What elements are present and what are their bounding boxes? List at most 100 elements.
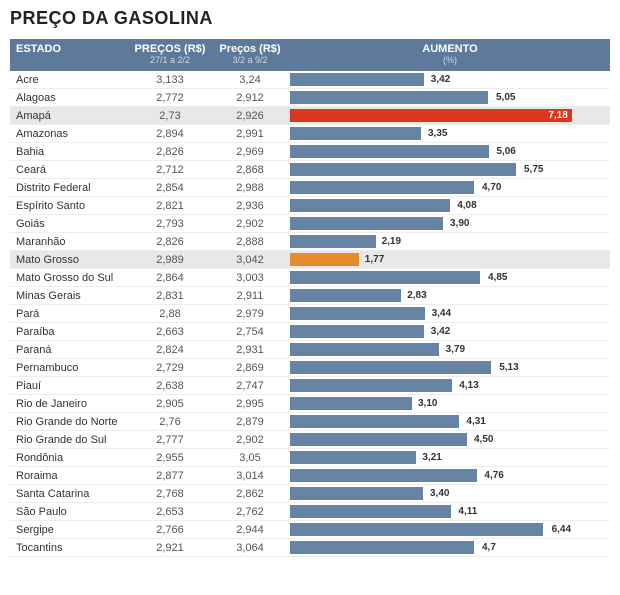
table-row: Alagoas2,7722,9125,05	[10, 89, 610, 107]
table-row: Rio Grande do Norte2,762,8794,31	[10, 413, 610, 431]
bar-label: 4,08	[457, 199, 476, 212]
cell-aumento: 3,44	[290, 307, 610, 321]
cell-preco2: 3,064	[210, 538, 290, 558]
cell-estado: Maranhão	[10, 232, 130, 252]
bar-label: 3,79	[446, 343, 465, 356]
cell-aumento: 4,85	[290, 271, 610, 285]
bar-label: 5,75	[524, 163, 543, 176]
bar-label: 4,11	[458, 505, 477, 518]
cell-preco1: 2,826	[130, 142, 210, 162]
cell-aumento: 2,83	[290, 289, 610, 303]
cell-aumento: 5,06	[290, 145, 610, 159]
table-row: Paraíba2,6632,7543,42	[10, 323, 610, 341]
header-estado: ESTADO	[10, 39, 130, 59]
cell-preco1: 2,777	[130, 430, 210, 450]
cell-estado: Minas Gerais	[10, 286, 130, 306]
bar	[290, 217, 443, 230]
cell-aumento: 3,42	[290, 325, 610, 339]
table-row: Roraima2,8773,0144,76	[10, 467, 610, 485]
header-aumento-label: AUMENTO	[422, 43, 477, 55]
cell-preco1: 2,989	[130, 250, 210, 270]
cell-aumento: 7,18	[290, 109, 610, 123]
cell-preco2: 3,003	[210, 268, 290, 288]
table-row: Mato Grosso do Sul2,8643,0034,85	[10, 269, 610, 287]
cell-preco1: 2,729	[130, 358, 210, 378]
header-preco1-sub: 27/1 a 2/2	[132, 55, 208, 65]
table-row: Sergipe2,7662,9446,44	[10, 521, 610, 539]
cell-preco2: 2,888	[210, 232, 290, 252]
table-row: Maranhão2,8262,8882,19	[10, 233, 610, 251]
header-estado-label: ESTADO	[16, 43, 61, 55]
cell-preco1: 2,653	[130, 502, 210, 522]
cell-preco1: 2,894	[130, 124, 210, 144]
bar	[290, 415, 459, 428]
cell-preco2: 2,944	[210, 520, 290, 540]
bar	[290, 433, 467, 446]
bar	[290, 379, 452, 392]
cell-preco1: 2,905	[130, 394, 210, 414]
bar-label: 3,42	[431, 73, 450, 86]
cell-preco2: 2,936	[210, 196, 290, 216]
bar	[290, 181, 474, 194]
cell-preco2: 2,747	[210, 376, 290, 396]
bar	[290, 235, 376, 248]
cell-estado: Ceará	[10, 160, 130, 180]
cell-preco1: 2,854	[130, 178, 210, 198]
bar	[290, 523, 543, 536]
cell-preco1: 2,772	[130, 88, 210, 108]
header-preco2-label: Preços (R$)	[219, 43, 280, 55]
table-row: Distrito Federal2,8542,9884,70	[10, 179, 610, 197]
table-row: Bahia2,8262,9695,06	[10, 143, 610, 161]
bar	[290, 199, 450, 212]
table-row: Piauí2,6382,747 4,13	[10, 377, 610, 395]
cell-estado: Rio Grande do Norte	[10, 412, 130, 432]
bar-label: 3,35	[428, 127, 447, 140]
bar	[290, 163, 516, 176]
cell-preco1: 2,766	[130, 520, 210, 540]
cell-preco2: 2,879	[210, 412, 290, 432]
table-row: Tocantins2,9213,0644,7	[10, 539, 610, 557]
table-row: Ceará2,7122,8685,75	[10, 161, 610, 179]
bar	[290, 505, 451, 518]
cell-preco1: 2,76	[130, 412, 210, 432]
bar-label: 4,76	[484, 469, 503, 482]
cell-estado: Piauí	[10, 376, 130, 396]
cell-estado: Rio Grande do Sul	[10, 430, 130, 450]
cell-estado: Alagoas	[10, 88, 130, 108]
bar-label: 6,44	[552, 523, 571, 536]
cell-estado: Distrito Federal	[10, 178, 130, 198]
cell-preco1: 2,712	[130, 160, 210, 180]
cell-aumento: 3,40	[290, 487, 610, 501]
cell-preco1: 2,663	[130, 322, 210, 342]
cell-preco2: 2,862	[210, 484, 290, 504]
bar-label: 4,13	[459, 379, 478, 392]
cell-preco1: 2,921	[130, 538, 210, 558]
bar-label: 3,42	[431, 325, 450, 338]
cell-aumento: 5,75	[290, 163, 610, 177]
bar	[290, 127, 421, 140]
header-preco2-sub: 3/2 a 9/2	[212, 55, 288, 65]
header-aumento: AUMENTO (%)	[290, 39, 610, 69]
bar	[290, 145, 489, 158]
cell-preco1: 2,638	[130, 376, 210, 396]
bar	[290, 343, 439, 356]
cell-estado: Goiás	[10, 214, 130, 234]
chart-title: PREÇO DA GASOLINA	[10, 8, 610, 29]
cell-aumento: 4,7	[290, 541, 610, 555]
bar	[290, 325, 424, 338]
cell-preco2: 2,869	[210, 358, 290, 378]
table-row: Minas Gerais2,8312,9112,83	[10, 287, 610, 305]
cell-preco2: 2,902	[210, 214, 290, 234]
header-preco1-label: PREÇOS (R$)	[135, 43, 206, 55]
bar	[290, 397, 412, 410]
bar-label: 7,18	[548, 109, 567, 122]
cell-preco1: 2,73	[130, 106, 210, 126]
cell-estado: Rondônia	[10, 448, 130, 468]
bar	[290, 451, 416, 464]
bar-label: 3,10	[418, 397, 437, 410]
bar: 7,18	[290, 109, 572, 122]
table-row: Amapá2,732,9267,18	[10, 107, 610, 125]
cell-preco2: 3,24	[210, 70, 290, 90]
cell-preco2: 2,754	[210, 322, 290, 342]
cell-aumento: 3,90	[290, 217, 610, 231]
